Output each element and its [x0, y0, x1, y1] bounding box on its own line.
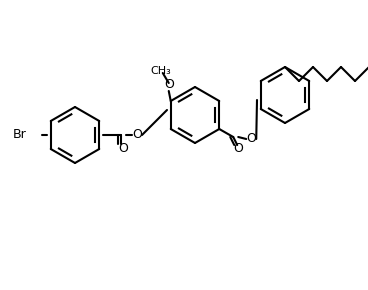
Text: O: O [233, 142, 243, 155]
Text: CH₃: CH₃ [151, 66, 171, 76]
Text: O: O [164, 79, 174, 92]
Text: Br: Br [13, 128, 27, 142]
Text: O: O [118, 142, 128, 155]
Text: O: O [132, 128, 142, 142]
Text: O: O [246, 133, 256, 146]
